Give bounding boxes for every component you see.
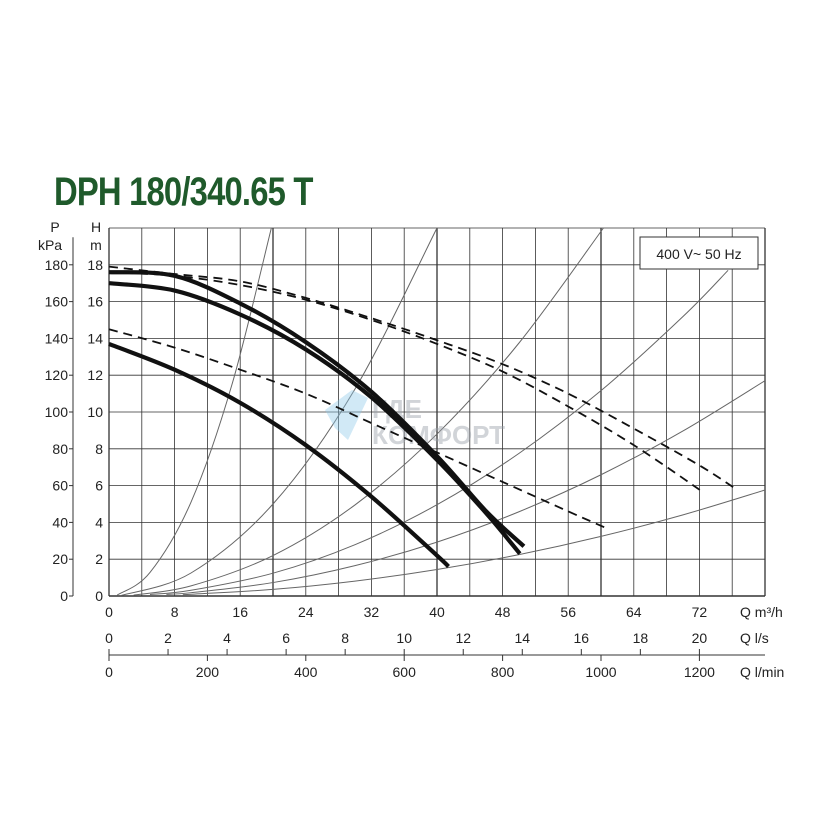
x-tick-label-m3h: 48 <box>495 604 511 620</box>
legend-box <box>639 236 759 270</box>
x-tick-label-m3h: 56 <box>560 604 576 620</box>
x-tick-label-ls: 8 <box>341 630 349 646</box>
x-tick-label-lmin: 0 <box>105 664 113 680</box>
x-tick-label-ls: 20 <box>692 630 708 646</box>
system-curve <box>116 227 272 596</box>
pump-curve-dashed <box>108 271 705 494</box>
y-tick-label-p: 140 <box>45 330 69 346</box>
x-tick-label-ls: 4 <box>223 630 231 646</box>
y-tick-label-h: 2 <box>95 551 103 567</box>
chart-title: DPH 180/340.65 T <box>54 170 313 214</box>
x-tick-label-ls: 10 <box>396 630 412 646</box>
y-tick-label-h: 16 <box>87 294 103 310</box>
system-curve <box>149 269 729 596</box>
x-tick-label-lmin: 400 <box>294 664 318 680</box>
y-axis-label-h: H <box>91 219 101 235</box>
x-tick-label-ls: 18 <box>633 630 649 646</box>
x-tick-label-lmin: 1200 <box>684 664 715 680</box>
y-tick-label-h: 10 <box>87 404 103 420</box>
y-tick-label-h: 0 <box>95 588 103 604</box>
y-tick-label-p: 100 <box>45 404 69 420</box>
y-tick-label-h: 14 <box>87 330 103 346</box>
x-tick-label-m3h: 24 <box>298 604 314 620</box>
system-curve <box>133 227 604 596</box>
y-tick-label-h: 6 <box>95 478 103 494</box>
x-axis-label-ls: Q l/s <box>740 630 769 646</box>
y-tick-label-p: 40 <box>52 514 68 530</box>
y-tick-label-h: 4 <box>95 514 103 530</box>
system-curve <box>121 227 438 596</box>
x-tick-label-m3h: 64 <box>626 604 642 620</box>
pump-curve-dashed <box>108 265 737 491</box>
y-tick-label-h: 8 <box>95 441 103 457</box>
y-tick-label-h: 18 <box>87 257 103 273</box>
x-tick-label-ls: 0 <box>105 630 113 646</box>
x-axis-label-lmin: Q l/min <box>740 664 784 680</box>
legend-text: 400 V~ 50 Hz <box>656 246 741 262</box>
x-axis-label-m3h: Q m³/h <box>740 604 783 620</box>
x-tick-label-ls: 12 <box>455 630 471 646</box>
pump-curve-solid <box>108 341 450 569</box>
x-tick-label-ls: 16 <box>574 630 590 646</box>
x-tick-label-ls: 14 <box>514 630 530 646</box>
system-curve <box>166 380 766 595</box>
pump-curve-solid <box>108 281 522 556</box>
y-axis-unit-kpa: kPa <box>38 237 62 253</box>
y-tick-label-p: 180 <box>45 257 69 273</box>
y-tick-label-p: 80 <box>52 441 68 457</box>
y-tick-label-p: 0 <box>60 588 68 604</box>
x-tick-label-lmin: 200 <box>196 664 220 680</box>
y-tick-label-p: 160 <box>45 294 69 310</box>
x-tick-label-m3h: 32 <box>364 604 380 620</box>
x-tick-label-lmin: 800 <box>491 664 515 680</box>
y-axis-label-p: P <box>50 219 59 235</box>
y-tick-label-p: 20 <box>52 551 68 567</box>
x-tick-label-m3h: 40 <box>429 604 445 620</box>
x-tick-label-m3h: 72 <box>692 604 708 620</box>
y-tick-label-p: 60 <box>52 478 68 494</box>
y-tick-label-h: 12 <box>87 367 103 383</box>
x-tick-label-ls: 2 <box>164 630 172 646</box>
y-tick-label-p: 120 <box>45 367 69 383</box>
x-tick-label-m3h: 0 <box>105 604 113 620</box>
x-tick-label-m3h: 8 <box>171 604 179 620</box>
x-tick-label-lmin: 1000 <box>585 664 616 680</box>
y-axis-unit-m: m <box>90 237 102 253</box>
pump-curve-dashed <box>108 328 607 529</box>
x-tick-label-m3h: 16 <box>232 604 248 620</box>
watermark-logo-text-2: КОМФОРТ <box>372 420 505 450</box>
x-tick-label-lmin: 600 <box>393 664 417 680</box>
x-tick-label-ls: 6 <box>282 630 290 646</box>
system-curve <box>182 489 766 596</box>
watermark-logo-icon <box>325 390 368 440</box>
